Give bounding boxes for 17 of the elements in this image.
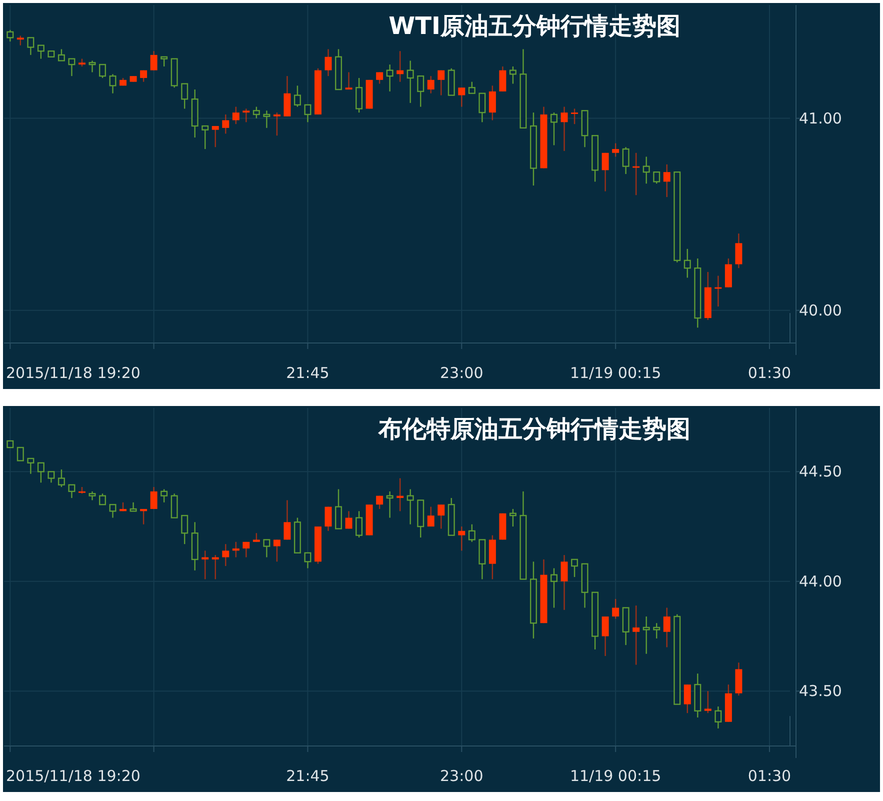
x-tick-label: 01:30 [748, 767, 792, 785]
x-tick-label: 23:00 [440, 767, 484, 785]
x-tick-label: 23:00 [440, 364, 484, 382]
y-tick-label: 40.00 [799, 301, 842, 320]
x-tick-label: 01:30 [748, 364, 792, 382]
x-tick-label: 21:45 [286, 364, 330, 382]
chart-title: WTI原油五分钟行情走势图 [388, 12, 680, 40]
y-tick-label: 43.50 [799, 682, 842, 700]
x-tick-label: 2015/11/18 19:20 [6, 767, 140, 785]
x-tick-label: 21:45 [286, 767, 330, 785]
chart-title: 布伦特原油五分钟行情走势图 [378, 415, 691, 443]
y-tick-label: 41.00 [799, 109, 842, 128]
y-tick-label: 44.50 [799, 462, 842, 481]
x-tick-label: 11/19 00:15 [570, 364, 662, 382]
x-tick-label: 11/19 00:15 [570, 767, 662, 785]
y-tick-label: 44.00 [799, 572, 842, 590]
x-tick-label: 2015/11/18 19:20 [6, 364, 140, 382]
